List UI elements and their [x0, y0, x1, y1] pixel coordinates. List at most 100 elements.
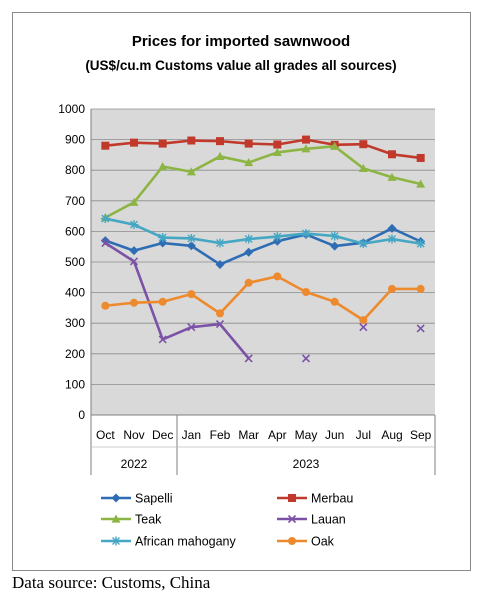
data-point-teak	[330, 141, 340, 150]
data-point-sapelli	[244, 247, 254, 257]
data-source: Data source: Customs, China	[12, 573, 211, 592]
legend-label: Oak	[311, 535, 335, 549]
legend-marker	[111, 536, 121, 546]
data-point-african-mahogany	[330, 231, 340, 241]
data-point-teak	[158, 162, 168, 171]
data-point-lauan	[129, 257, 139, 266]
data-point-lauan	[244, 354, 253, 363]
data-point-african-mahogany	[301, 229, 311, 239]
data-point-sapelli	[100, 236, 110, 246]
data-point-merbau	[244, 139, 253, 148]
legend-marker	[111, 493, 121, 503]
series-african-mahogany	[100, 214, 426, 249]
x-tick-label: Aug	[381, 428, 402, 442]
y-tick-label: 600	[65, 224, 85, 238]
data-point-african-mahogany	[158, 233, 168, 243]
data-point-sapelli	[186, 241, 196, 251]
data-point-african-mahogany	[244, 234, 254, 244]
legend-marker	[288, 494, 296, 502]
gridlines	[91, 108, 435, 416]
legend-item-oak: Oak	[277, 535, 335, 549]
series-layer	[100, 135, 426, 363]
data-point-teak	[301, 144, 311, 153]
data-point-lauan	[158, 335, 167, 344]
data-point-sapelli	[129, 246, 139, 256]
legend-item-african-mahogany: African mahogany	[101, 535, 237, 549]
data-point-african-mahogany	[272, 232, 282, 242]
data-point-sapelli	[387, 223, 397, 233]
x-tick-label: Feb	[210, 428, 231, 442]
legend-label: Sapelli	[135, 492, 173, 506]
data-point-lauan	[359, 323, 368, 332]
data-point-merbau	[273, 140, 282, 149]
data-point-african-mahogany	[186, 233, 196, 243]
data-point-african-mahogany	[416, 239, 426, 249]
data-point-merbau	[216, 137, 224, 146]
data-point-merbau	[359, 140, 368, 149]
data-point-lauan	[301, 354, 311, 363]
x-tick-label: Dec	[152, 428, 173, 442]
series-line-teak	[104, 145, 421, 219]
chart-svg: Prices for imported sawnwood (US$/cu.m C…	[58, 33, 436, 549]
y-tick-label: 500	[65, 255, 85, 269]
data-point-teak	[186, 167, 196, 176]
data-point-sapelli	[330, 241, 340, 251]
data-point-merbau	[416, 153, 425, 162]
x-axis: Oct Nov Dec Jan Feb Mar Apr May Jun Jul Aug Sep 2022…	[90, 109, 436, 475]
legend: Sapelli Merbau Teak Lauan African mahogany Oa…	[101, 492, 353, 549]
data-point-merbau	[130, 138, 138, 147]
y-tick-label: 100	[65, 377, 85, 391]
data-point-teak	[387, 172, 397, 181]
year-group-label: 2023	[293, 457, 320, 471]
x-tick-label: Jan	[182, 428, 201, 442]
data-point-oak	[388, 284, 396, 293]
x-tick-label: Sep	[410, 428, 432, 442]
x-tick-label: Apr	[268, 428, 287, 442]
data-point-lauan	[215, 320, 225, 329]
legend-item-lauan: Lauan	[277, 513, 346, 527]
data-point-oak	[330, 297, 339, 306]
chart-frame: Prices for imported sawnwood (US$/cu.m C…	[12, 12, 471, 571]
y-tick-label: 0	[78, 408, 85, 422]
data-point-oak	[359, 316, 368, 325]
legend-marker	[288, 537, 296, 545]
series-line-lauan	[104, 241, 250, 360]
data-point-lauan	[187, 323, 196, 332]
data-point-oak	[273, 272, 282, 281]
series-oak	[101, 272, 425, 325]
y-tick-label: 900	[65, 133, 85, 147]
data-point-merbau	[187, 136, 196, 145]
data-point-teak	[244, 158, 254, 167]
x-tick-label: May	[295, 428, 318, 442]
data-point-lauan	[101, 238, 110, 248]
legend-label: Merbau	[311, 492, 353, 506]
legend-item-merbau: Merbau	[277, 492, 353, 506]
legend-label: Lauan	[311, 513, 346, 527]
data-point-teak	[215, 151, 225, 161]
legend-item-teak: Teak	[101, 513, 162, 527]
x-tick-label: Oct	[96, 428, 115, 442]
series-merbau	[101, 135, 425, 162]
y-axis-ticks: 0 100 200 300 400 500 600 700 800 900 1000	[58, 102, 85, 422]
data-point-oak	[216, 309, 224, 318]
data-point-teak	[358, 163, 368, 172]
data-point-african-mahogany	[358, 239, 368, 249]
data-point-oak	[158, 297, 167, 306]
x-tick-label: Nov	[123, 428, 144, 442]
x-tick-label: Jun	[325, 428, 344, 442]
legend-marker	[287, 514, 297, 524]
data-point-oak	[130, 298, 138, 307]
legend-marker	[111, 514, 121, 523]
y-tick-label: 700	[65, 194, 85, 208]
chart-subtitle: (US$/cu.m Customs value all grades all s…	[85, 58, 396, 73]
legend-item-sapelli: Sapelli	[101, 492, 173, 506]
series-line-oak	[105, 275, 421, 322]
data-point-merbau	[101, 141, 110, 150]
data-point-sapelli	[215, 259, 225, 269]
chart-title: Prices for imported sawnwood	[132, 33, 350, 50]
y-tick-label: 1000	[58, 102, 85, 116]
x-tick-label: Jul	[356, 428, 371, 442]
data-point-teak	[272, 147, 282, 157]
data-point-teak	[416, 179, 426, 188]
data-point-oak	[244, 278, 253, 287]
